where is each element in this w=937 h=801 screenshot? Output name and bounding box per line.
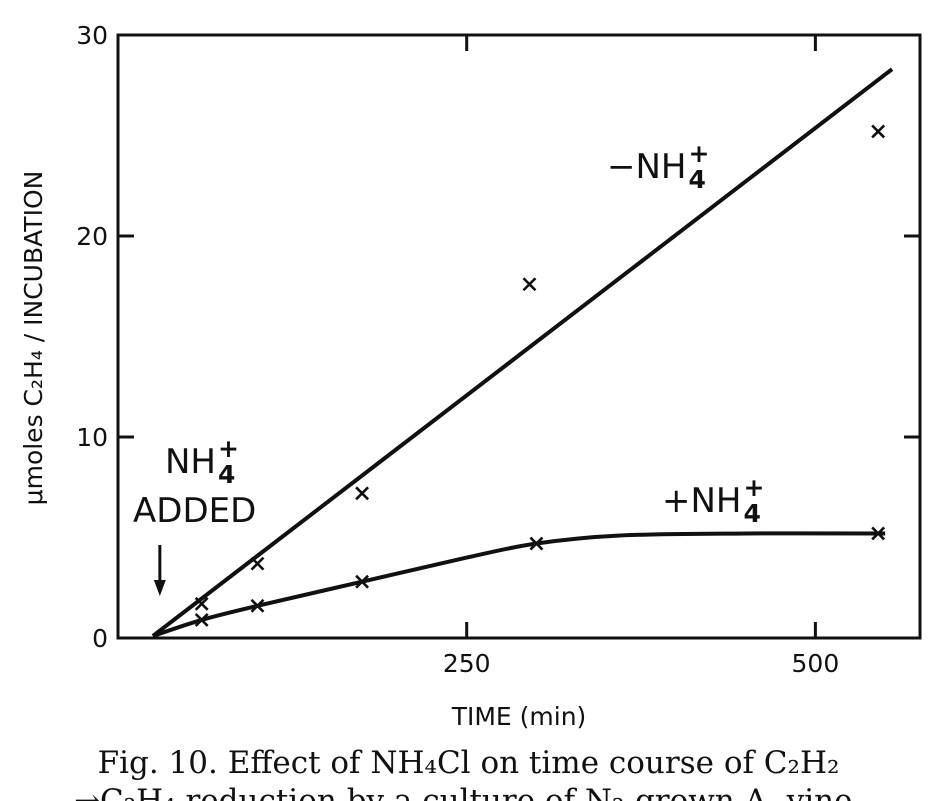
curve-plus-nh4 — [152, 531, 886, 638]
y-axis-label: μmoles C₂H₄ / INCUBATION — [19, 171, 48, 506]
svg-text:+: + — [218, 434, 239, 463]
point-minus-nh4-2 — [355, 486, 370, 501]
point-minus-nh4-1 — [250, 556, 265, 571]
caption-line-2: →C₂H₄ reduction by a culture of N₂-grown… — [74, 783, 863, 801]
x-tick-label-250: 250 — [443, 649, 491, 678]
plot-frame — [116, 33, 922, 640]
point-minus-nh4-4 — [871, 124, 886, 139]
annotations: −NH 4++NH 4+NH 4+ADDED — [133, 139, 764, 596]
label-minus-nh4: −NH 4+ — [607, 139, 709, 194]
point-plus-nh4-3 — [529, 536, 544, 551]
arrow-icon — [153, 545, 166, 596]
point-plus-nh4-0 — [194, 612, 209, 627]
svg-text:+: + — [689, 139, 710, 168]
point-minus-nh4-3 — [522, 277, 537, 292]
svg-text:4: 4 — [744, 499, 761, 528]
svg-text:+NH: +NH — [662, 481, 742, 521]
point-plus-nh4-1 — [250, 598, 265, 613]
point-plus-nh4-2 — [355, 574, 370, 589]
svg-text:4: 4 — [689, 165, 706, 194]
y-tick-label-30: 30 — [76, 21, 108, 50]
line-minus-nh4 — [151, 67, 894, 638]
caption-line-1: Fig. 10. Effect of NH₄Cl on time course … — [97, 745, 840, 781]
x-tick-label-500: 500 — [792, 649, 840, 678]
point-minus-nh4-0 — [194, 596, 209, 611]
ticks: 250 500 0 10 20 30 — [76, 21, 920, 678]
label-nh4-added: NH 4+ — [165, 434, 239, 489]
y-tick-label-0: 0 — [92, 624, 108, 653]
svg-text:4: 4 — [218, 460, 235, 489]
x-axis-label: TIME (min) — [451, 702, 587, 731]
y-tick-label-10: 10 — [76, 423, 108, 452]
y-tick-label-20: 20 — [76, 222, 108, 251]
figure-caption: Fig. 10. Effect of NH₄Cl on time course … — [0, 744, 937, 801]
point-plus-nh4-4 — [871, 526, 886, 541]
series — [151, 67, 894, 638]
label-plus-nh4: +NH 4+ — [662, 473, 764, 528]
svg-text:−NH: −NH — [607, 147, 687, 187]
svg-text:NH: NH — [165, 442, 216, 482]
svg-text:+: + — [744, 473, 765, 502]
label-added: ADDED — [133, 491, 256, 531]
